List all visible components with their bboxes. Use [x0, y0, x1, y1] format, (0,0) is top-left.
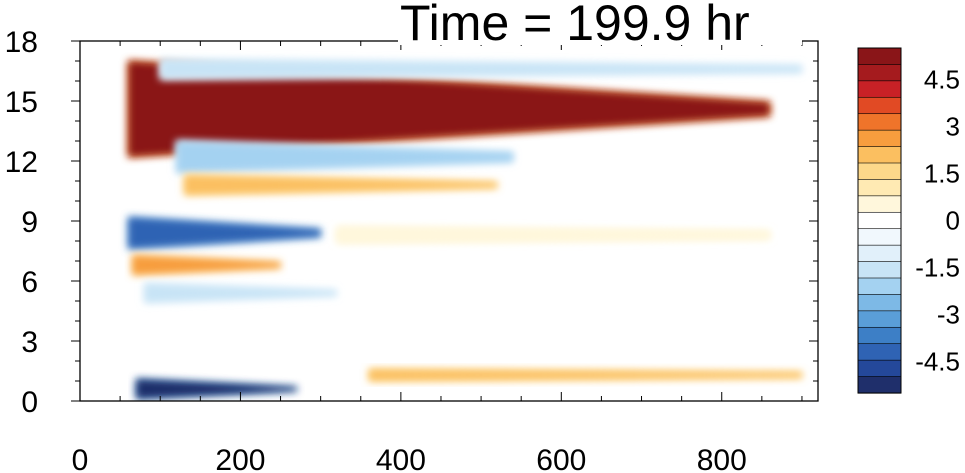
y-tick-label: 3 [21, 326, 38, 359]
y-tick-label: 6 [21, 266, 38, 299]
chart-title: Time = 199.9 hr [400, 0, 750, 51]
heatmap-field [128, 59, 802, 399]
title-mask [398, 0, 802, 45]
colorbar-label: 1.5 [924, 158, 960, 188]
heatmap-band [136, 379, 297, 399]
colorbar-swatch [857, 146, 902, 164]
x-tick-label: 600 [536, 444, 586, 473]
heatmap-band [144, 283, 337, 303]
colorbar-swatch [857, 195, 902, 213]
colorbar-swatch [857, 228, 902, 246]
colorbar-swatch [857, 294, 902, 312]
heatmap-band [176, 141, 514, 173]
heatmap-band [132, 255, 281, 275]
colorbar-label: 3 [946, 111, 960, 141]
y-axis: 0 3 6 9 12 15 18 [5, 26, 818, 419]
y-tick-label: 0 [21, 386, 38, 419]
heatmap-band [128, 217, 321, 249]
colorbar-label: -4.5 [915, 347, 960, 377]
colorbar-swatch [857, 96, 902, 115]
colorbar-swatch [857, 80, 902, 98]
colorbar-label: -1.5 [915, 253, 960, 283]
colorbar-swatch [857, 326, 902, 345]
heatmap-band [128, 61, 770, 157]
y-tick-label: 9 [21, 206, 38, 239]
y-tick-label: 18 [5, 26, 38, 59]
colorbar-swatch [857, 376, 902, 394]
colorbar-swatch [857, 343, 902, 361]
colorbar-label: 4.5 [924, 64, 960, 94]
colorbar-swatch [857, 47, 902, 66]
colorbar-swatch [857, 64, 902, 82]
colorbar-swatch [857, 261, 902, 279]
y-tick-label: 15 [5, 86, 38, 119]
x-tick-label: 200 [215, 444, 265, 473]
colorbar-swatch [857, 359, 902, 378]
heatmap-band [160, 59, 802, 79]
colorbar-swatch [857, 310, 902, 328]
y-tick-label: 12 [5, 146, 38, 179]
colorbar-swatch [857, 211, 902, 230]
heatmap-band [368, 369, 802, 381]
x-tick-label: 400 [376, 444, 426, 473]
x-tick-label: 0 [72, 444, 89, 473]
colorbar: 4.5 3 1.5 0 -1.5 -3 -4.5 [857, 47, 960, 394]
colorbar-swatch [857, 179, 902, 197]
colorbar-swatch [857, 162, 902, 181]
colorbar-swatch [857, 244, 902, 263]
heatmap-band [336, 227, 770, 243]
colorbar-label: 0 [946, 206, 960, 236]
colorbar-label: -3 [937, 300, 960, 330]
colorbar-swatch [857, 277, 902, 296]
heatmap-band [184, 175, 498, 195]
x-tick-label: 800 [697, 444, 747, 473]
colorbar-swatch [857, 129, 902, 148]
x-axis: 0 200 400 600 800 [72, 41, 803, 473]
colorbar-swatch [857, 113, 902, 131]
colorbar-frame [857, 47, 902, 394]
